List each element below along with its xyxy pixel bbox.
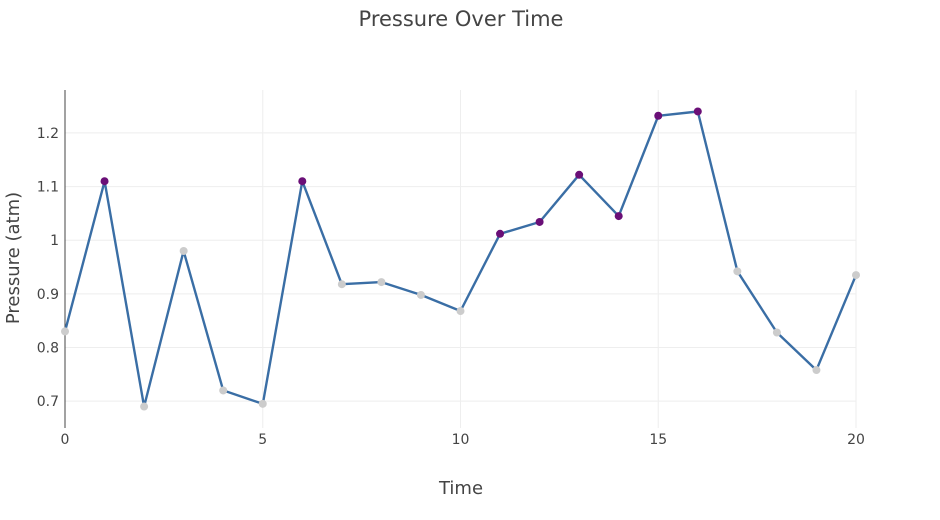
- data-point: [140, 402, 149, 411]
- data-point: [298, 177, 307, 186]
- data-point: [496, 229, 505, 238]
- axes: 0.7 0.8 0.9 1 1.1 1.2 0 5 10 15 20: [37, 90, 865, 448]
- data-point: [575, 170, 584, 179]
- series: [61, 107, 860, 411]
- data-point: [535, 217, 544, 226]
- x-axis-title: Time: [438, 478, 483, 499]
- data-point: [219, 386, 228, 395]
- x-tick-label: 5: [258, 432, 267, 448]
- x-tick-label: 15: [649, 432, 667, 448]
- data-point: [258, 399, 267, 408]
- data-point: [812, 366, 821, 375]
- x-tick-label: 20: [847, 432, 865, 448]
- data-point: [61, 327, 69, 336]
- x-tick-label: 10: [452, 432, 470, 448]
- data-point: [733, 267, 742, 276]
- data-point: [456, 307, 465, 316]
- data-point: [416, 290, 425, 299]
- y-tick-label: 0.8: [37, 341, 59, 357]
- data-point: [772, 328, 781, 337]
- y-tick-label: 1.2: [37, 126, 59, 142]
- y-tick-label: 1.1: [37, 180, 59, 196]
- y-tick-label: 0.9: [37, 287, 59, 303]
- grid: [65, 90, 857, 428]
- data-point: [654, 111, 663, 120]
- data-point: [852, 271, 860, 280]
- data-point: [179, 246, 188, 255]
- y-axis-title: Pressure (atm): [3, 192, 24, 324]
- y-tick-label: 0.7: [37, 394, 59, 410]
- data-point: [614, 212, 623, 221]
- data-point: [377, 278, 386, 287]
- data-point: [100, 177, 109, 186]
- chart-title: Pressure Over Time: [359, 7, 564, 31]
- data-point: [693, 107, 702, 116]
- y-tick-label: 1: [50, 233, 59, 249]
- data-point: [337, 280, 346, 289]
- x-tick-label: 0: [61, 432, 70, 448]
